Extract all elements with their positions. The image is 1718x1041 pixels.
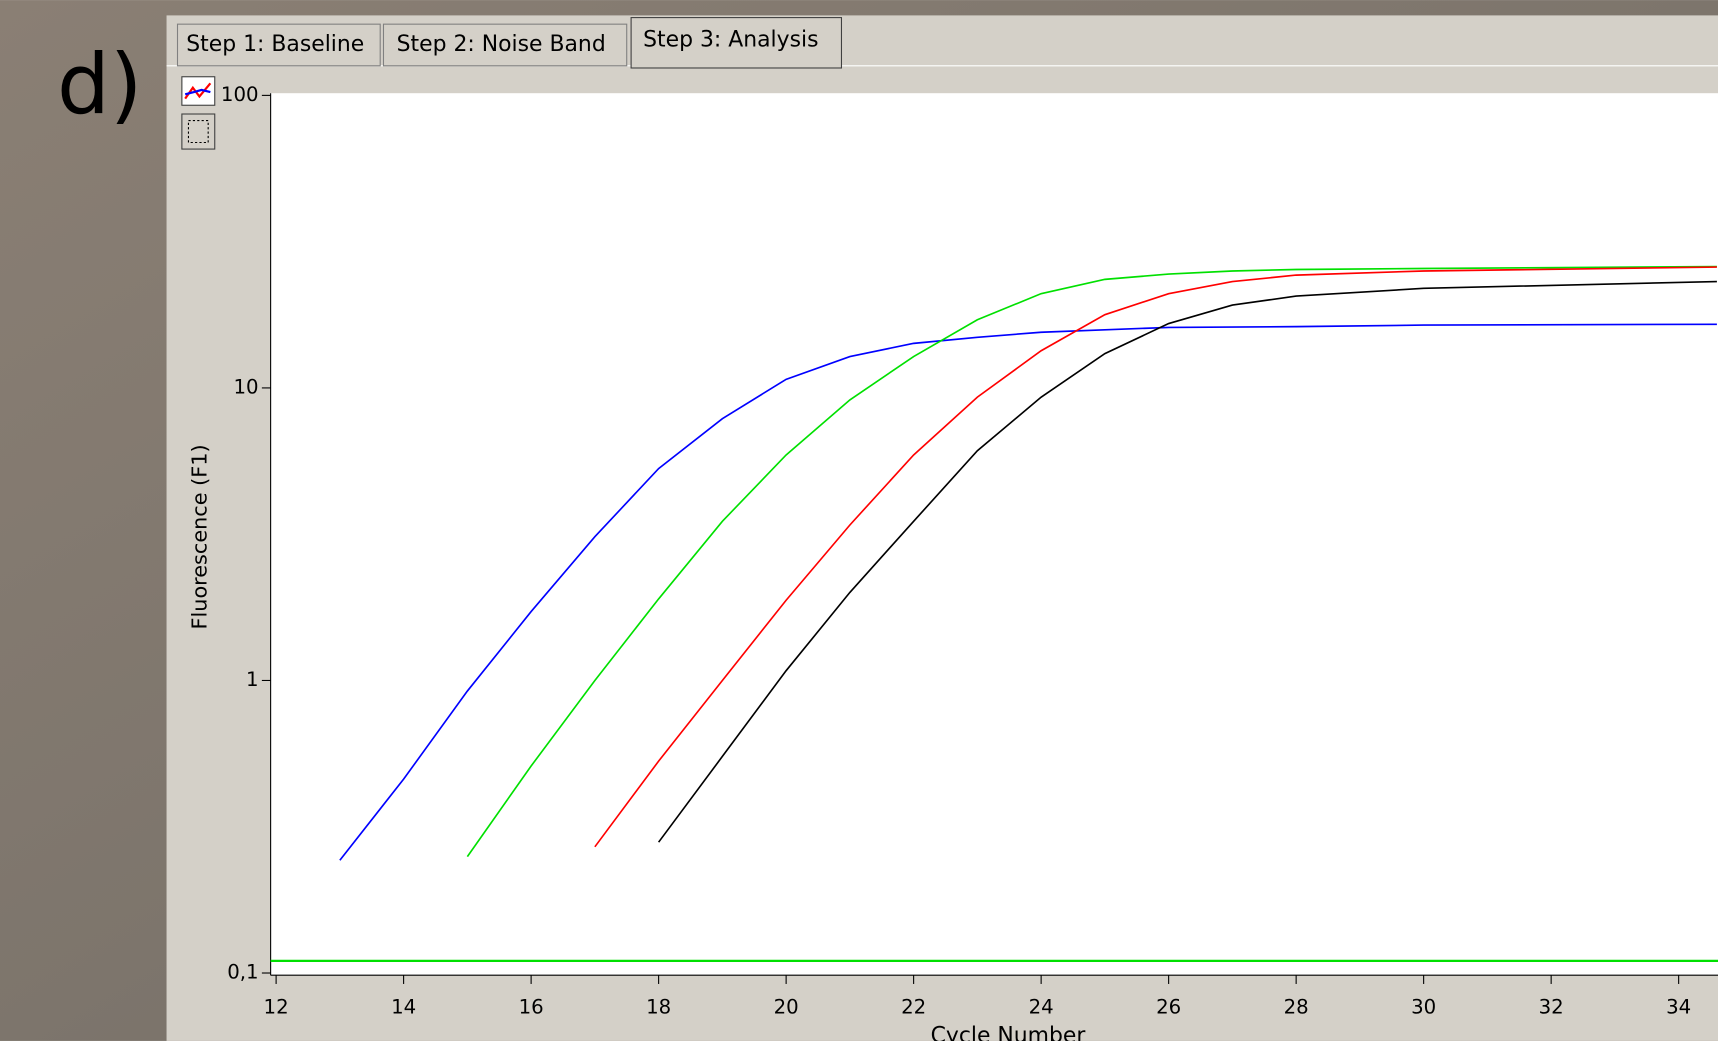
tab[interactable] [176,23,381,67]
tab[interactable] [382,23,628,67]
plot: 100 10 1 0,1 12 14 16 18 20 22 24 26 28 30 32 34 [221,83,1718,1019]
x-tick-label: 30 [1411,996,1436,1019]
zoom-button[interactable] [181,113,216,150]
x-tick-label: 20 [774,996,799,1019]
y-tick-label: 10 [233,375,258,398]
tab-label[interactable]: Step 2: Noise Band [397,32,606,57]
x-tick-label: 16 [519,996,544,1019]
x-tick-label: 34 [1666,996,1691,1019]
button-icon [184,88,211,96]
tab-strip: Step 1: Baseline Step 2: Noise Band Step… [176,17,843,69]
y-tick-label: 0,1 [227,961,258,984]
tab-label[interactable]: Step 1: Baseline [186,32,364,57]
series-line [466,265,1717,858]
x-tick-label: 24 [1029,996,1054,1019]
y-axis-title: Fluorescence (F1) [188,444,212,629]
series-line [594,266,1717,848]
x-tick-label: 14 [391,996,416,1019]
x-tick-label: 26 [1156,996,1181,1019]
series-line [657,280,1717,843]
y-tick-label: 100 [221,83,259,106]
panel-label: d) [57,36,142,133]
x-tick-label: 32 [1539,996,1564,1019]
x-tick-label: 22 [901,996,926,1019]
x-axis-title: Cycle Number [931,1024,1086,1041]
x-tick-label: 12 [264,996,289,1019]
tab-label[interactable]: Step 3: Analysis [643,28,818,53]
series-line [339,323,1717,861]
plot-area [270,93,1718,976]
x-tick-label: 28 [1284,996,1309,1019]
tab-active[interactable] [630,17,843,69]
x-tick-label: 18 [646,996,671,1019]
y-tick-label: 1 [246,668,259,691]
